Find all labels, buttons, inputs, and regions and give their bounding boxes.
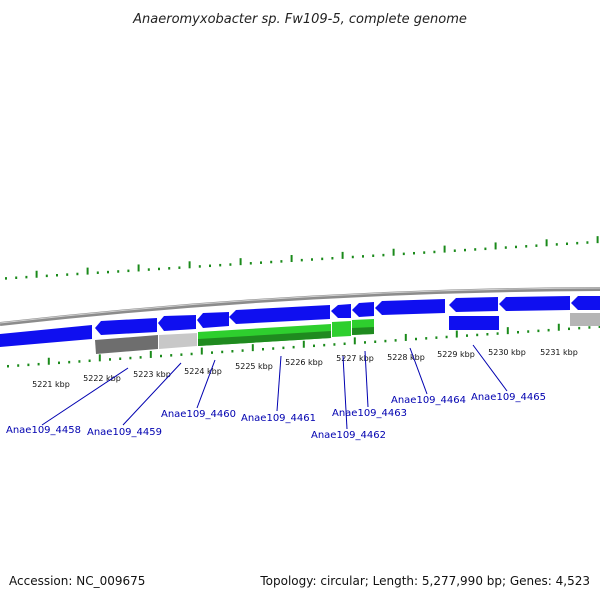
genome-backbone-highlight (0, 287, 600, 324)
gene-label[interactable]: Anae109_4462 (311, 430, 386, 441)
kbp-label: 5223 kbp (133, 370, 171, 379)
gene-arrow-4459[interactable] (158, 315, 196, 331)
footer-accession: Accession: NC_009675 (9, 574, 146, 588)
gene-arrow-4457[interactable] (0, 325, 92, 347)
gc-skew-ticks-lower (7, 323, 600, 368)
footer-topology: Topology: circular; Length: 5,277,990 bp… (260, 574, 590, 588)
callout-leader-line (276, 355, 282, 412)
callout-leader-line (409, 347, 428, 395)
feature-green-block-shade (198, 331, 331, 346)
callout-leader-line (196, 359, 216, 409)
kbp-label: 5230 kbp (488, 348, 526, 357)
gene-label[interactable]: Anae109_4465 (471, 392, 546, 403)
feature-grey-block[interactable] (95, 335, 158, 354)
callout-leader-line (472, 344, 508, 392)
gene-arrow-4465[interactable] (449, 297, 498, 312)
gene-label[interactable]: Anae109_4461 (241, 413, 316, 424)
callout-leader-line (364, 350, 369, 408)
kbp-label: 5231 kbp (540, 348, 578, 357)
gene-arrow-4461[interactable] (229, 305, 330, 324)
kbp-scale: 5221 kbp 5222 kbp 5223 kbp 5224 kbp 5225 kbp… (32, 348, 578, 389)
gene-arrow-4458[interactable] (95, 318, 157, 335)
map-title: Anaeromyxobacter sp. Fw109-5, complete g… (132, 12, 467, 27)
gene-arrow-4462[interactable] (331, 304, 351, 318)
gene-label[interactable]: Anae109_4458 (6, 425, 81, 436)
gene-track-forward (0, 296, 600, 347)
kbp-label: 5225 kbp (235, 362, 273, 371)
gene-label[interactable]: Anae109_4463 (332, 408, 407, 419)
feature-light-grey-block[interactable] (159, 333, 197, 349)
feature-green-block-small-b-shade (352, 327, 374, 335)
kbp-label: 5222 kbp (83, 374, 121, 383)
gene-label[interactable]: Anae109_4464 (391, 395, 466, 406)
gene-callouts: Anae109_4458 Anae109_4459 Anae109_4460 Anae… (6, 344, 546, 441)
callout-leader-line (122, 362, 182, 426)
feature-grey-right[interactable] (570, 313, 600, 326)
gene-arrow-4467[interactable] (571, 296, 600, 310)
genome-backbone (0, 287, 600, 326)
gene-arrow-4466[interactable] (499, 296, 570, 311)
feature-green-block-small-a[interactable] (332, 321, 351, 337)
gene-arrow-4464[interactable] (375, 299, 445, 315)
kbp-label: 5227 kbp (336, 354, 374, 363)
gene-label[interactable]: Anae109_4459 (87, 427, 162, 438)
gene-arrow-4460[interactable] (197, 312, 229, 328)
gc-skew-ticks-upper (5, 236, 599, 280)
gene-arrow-4463[interactable] (352, 302, 374, 317)
kbp-label: 5229 kbp (437, 350, 475, 359)
kbp-label: 5226 kbp (285, 358, 323, 367)
feature-track-lower (95, 313, 600, 354)
feature-blue-block[interactable] (449, 316, 499, 330)
kbp-label: 5228 kbp (387, 353, 425, 362)
gene-label[interactable]: Anae109_4460 (161, 409, 236, 420)
callout-leader-line (342, 355, 348, 430)
callout-leader-line (41, 367, 129, 426)
kbp-label: 5224 kbp (184, 367, 222, 376)
kbp-label: 5221 kbp (32, 380, 70, 389)
